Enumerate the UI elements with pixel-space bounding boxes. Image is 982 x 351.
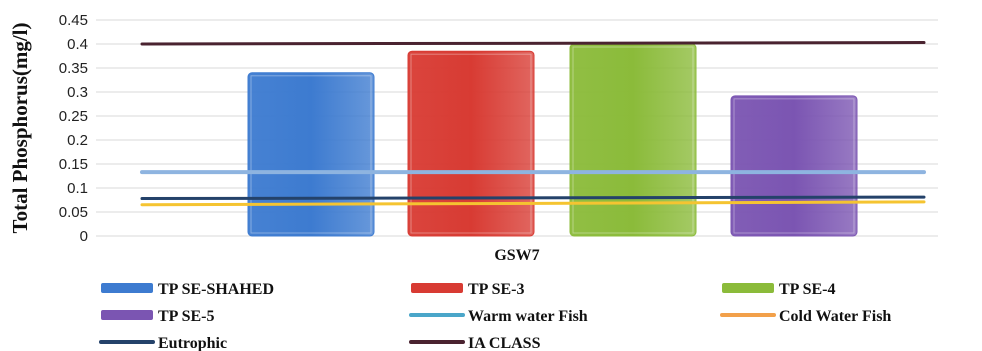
- bar-highlight: [733, 98, 855, 234]
- reference-lines: [140, 41, 926, 207]
- y-tick-label: 0.25: [59, 108, 88, 125]
- legend-label: Cold Water Fish: [779, 308, 891, 325]
- legend-swatch: [101, 283, 153, 293]
- y-tick-label: 0.45: [59, 12, 88, 29]
- legend-label: Eutrophic: [158, 335, 227, 351]
- legend-item-tp-se-3: TP SE-3: [411, 281, 524, 298]
- bar-tp-se-shahed: [247, 72, 375, 237]
- y-tick-label: 0.2: [67, 132, 88, 149]
- legend-item-tp-se-5: TP SE-5: [101, 308, 214, 325]
- legend-item-tp-se-4: TP SE-4: [722, 281, 835, 298]
- legend-swatch: [411, 283, 463, 293]
- reference-line-ia-class: [140, 41, 926, 46]
- reference-line-cold-water-fish: [140, 200, 926, 207]
- bar-highlight: [572, 46, 694, 234]
- bar-highlight: [250, 75, 372, 234]
- y-tick-label: 0.35: [59, 60, 88, 77]
- bar-tp-se-4: [569, 43, 697, 237]
- legend-item-eutrophic: Eutrophic: [99, 335, 227, 351]
- y-axis-title: Total Phosphorus(mg/l): [8, 22, 32, 233]
- reference-line-eutrophic: [140, 195, 926, 201]
- legend-label: Warm water Fish: [468, 308, 588, 325]
- legend-label: TP SE-5: [158, 308, 214, 325]
- legend-item-warm-water-fish: Warm water Fish: [409, 308, 588, 325]
- bar-tp-se-5: [730, 95, 858, 237]
- legend-item-tp-se-shahed: TP SE-SHAHED: [101, 281, 274, 298]
- legend-label: TP SE-4: [779, 281, 835, 298]
- y-tick-label: 0.4: [67, 36, 88, 53]
- y-tick-label: 0.05: [59, 204, 88, 221]
- legend-item-cold-water-fish: Cold Water Fish: [720, 308, 891, 325]
- y-tick-label: 0.1: [67, 180, 88, 197]
- y-tick-label: 0.15: [59, 156, 88, 173]
- y-tick-label: 0: [80, 228, 88, 245]
- legend-label: TP SE-3: [468, 281, 524, 298]
- y-tick-label: 0.3: [67, 84, 88, 101]
- legend-item-ia-class: IA CLASS: [409, 335, 541, 351]
- bar-tp-se-3: [407, 50, 535, 237]
- legend-label: TP SE-SHAHED: [158, 281, 274, 298]
- x-category-label: GSW7: [494, 247, 539, 264]
- bar-highlight: [410, 53, 532, 234]
- legend-label: IA CLASS: [468, 335, 541, 351]
- legend-swatch: [722, 283, 774, 293]
- legend: TP SE-SHAHED TP SE-3 TP SE-4 TP SE-5 Warm wa…: [99, 281, 891, 351]
- legend-swatch: [101, 310, 153, 320]
